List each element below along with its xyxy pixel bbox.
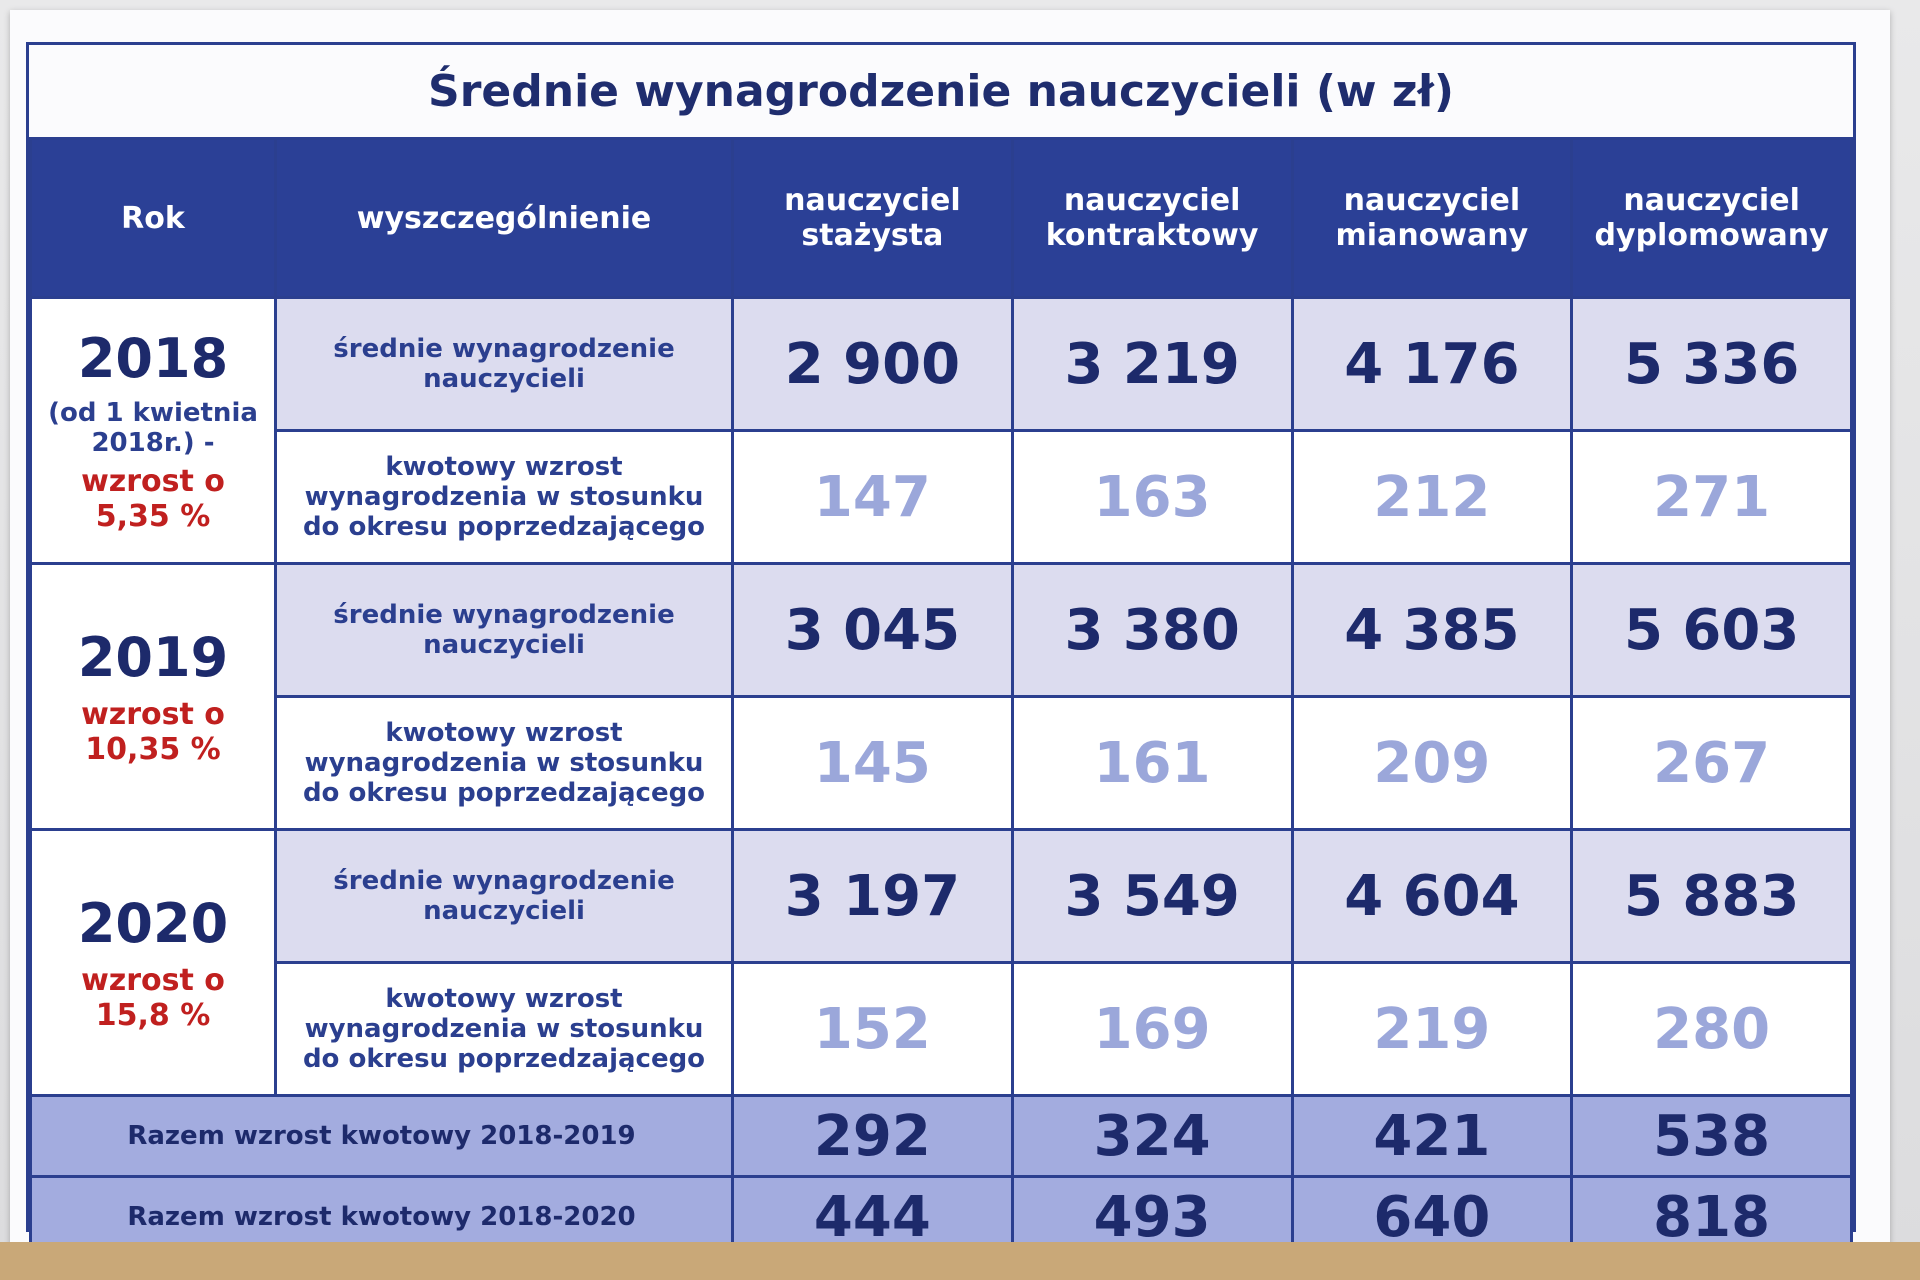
table-body: 2018 (od 1 kwietnia 2018r.) - wzrost o 5,3… bbox=[29, 296, 1853, 1259]
row-label: średnie wynagrodzenie nauczycieli bbox=[274, 828, 734, 964]
value-cell: 163 bbox=[1010, 429, 1294, 565]
increase-row: kwotowy wzrost wynagrodzenia w stosunku … bbox=[31, 961, 1853, 1097]
year-cell: 2019 wzrost o 10,35 % bbox=[29, 562, 277, 831]
total-label: Razem wzrost kwotowy 2018-2019 bbox=[29, 1094, 734, 1178]
value-cell: 3 219 bbox=[1010, 296, 1294, 432]
value-cell: 4 176 bbox=[1290, 296, 1574, 432]
header-cell: nauczyciel stażysta bbox=[731, 137, 1014, 299]
value-cell: 219 bbox=[1290, 961, 1574, 1097]
value-cell: 4 604 bbox=[1290, 828, 1574, 964]
year: 2018 bbox=[77, 327, 229, 390]
year-cell: 2020 wzrost o 15,8 % bbox=[29, 828, 277, 1097]
header-cell: nauczyciel kontraktowy bbox=[1010, 137, 1294, 299]
salary-table: Rok wyszczególnienie nauczyciel stażysta na… bbox=[29, 137, 1853, 1259]
increase-row: kwotowy wzrost wynagrodzenia w stosunku … bbox=[31, 429, 1853, 565]
header-cell: nauczyciel mianowany bbox=[1290, 137, 1574, 299]
value-cell: 5 336 bbox=[1570, 296, 1853, 432]
value-cell: 152 bbox=[731, 961, 1014, 1097]
value-cell: 5 603 bbox=[1570, 562, 1853, 698]
year-increase: wzrost o 5,35 % bbox=[81, 464, 225, 534]
year: 2020 bbox=[77, 892, 229, 955]
row-label: kwotowy wzrost wynagrodzenia w stosunku … bbox=[274, 961, 734, 1097]
value-cell: 2 900 bbox=[731, 296, 1014, 432]
value-cell: 3 045 bbox=[731, 562, 1014, 698]
average-row: 2018 (od 1 kwietnia 2018r.) - wzrost o 5,3… bbox=[29, 296, 1853, 565]
board: Średnie wynagrodzenie nauczycieli (w zł)… bbox=[10, 10, 1890, 1259]
value-cell: 4 385 bbox=[1290, 562, 1574, 698]
shelf bbox=[0, 1242, 1920, 1280]
year-increase: wzrost o 10,35 % bbox=[81, 697, 225, 767]
value-cell: 267 bbox=[1570, 695, 1853, 831]
row-label: kwotowy wzrost wynagrodzenia w stosunku … bbox=[274, 429, 734, 565]
value-cell: 161 bbox=[1010, 695, 1294, 831]
average-row: 2019 wzrost o 10,35 % średnie wynagrodzeni… bbox=[29, 562, 1853, 831]
total-value: 292 bbox=[731, 1094, 1014, 1178]
row-label: średnie wynagrodzenie nauczycieli bbox=[274, 562, 734, 698]
value-cell: 145 bbox=[731, 695, 1014, 831]
header-cell: nauczyciel dyplomowany bbox=[1570, 137, 1853, 299]
increase-row: kwotowy wzrost wynagrodzenia w stosunku … bbox=[31, 695, 1853, 831]
title: Średnie wynagrodzenie nauczycieli (w zł) bbox=[428, 65, 1454, 117]
year-note: (od 1 kwietnia 2018r.) - bbox=[48, 398, 258, 458]
header-row: Rok wyszczególnienie nauczyciel stażysta na… bbox=[29, 137, 1853, 299]
value-cell: 147 bbox=[731, 429, 1014, 565]
value-cell: 280 bbox=[1570, 961, 1853, 1097]
value-cell: 271 bbox=[1570, 429, 1853, 565]
total-value: 538 bbox=[1570, 1094, 1853, 1178]
value-cell: 3 549 bbox=[1010, 828, 1294, 964]
value-cell: 169 bbox=[1010, 961, 1294, 1097]
header-cell: Rok bbox=[29, 137, 277, 299]
row-label: średnie wynagrodzenie nauczycieli bbox=[274, 296, 734, 432]
average-row: 2020 wzrost o 15,8 % średnie wynagrodzenie… bbox=[29, 828, 1853, 1097]
value-cell: 3 197 bbox=[731, 828, 1014, 964]
year-cell: 2018 (od 1 kwietnia 2018r.) - wzrost o 5,3… bbox=[29, 296, 277, 565]
year: 2019 bbox=[77, 626, 229, 689]
row-label: kwotowy wzrost wynagrodzenia w stosunku … bbox=[274, 695, 734, 831]
value-cell: 209 bbox=[1290, 695, 1574, 831]
year-increase: wzrost o 15,8 % bbox=[81, 963, 225, 1033]
total-value: 421 bbox=[1290, 1094, 1574, 1178]
value-cell: 3 380 bbox=[1010, 562, 1294, 698]
header-cell: wyszczególnienie bbox=[274, 137, 734, 299]
total-row: Razem wzrost kwotowy 2018-2019 292 324 421 5… bbox=[29, 1094, 1853, 1178]
value-cell: 212 bbox=[1290, 429, 1574, 565]
table-frame: Średnie wynagrodzenie nauczycieli (w zł)… bbox=[26, 42, 1856, 1259]
value-cell: 5 883 bbox=[1570, 828, 1853, 964]
total-value: 324 bbox=[1010, 1094, 1294, 1178]
